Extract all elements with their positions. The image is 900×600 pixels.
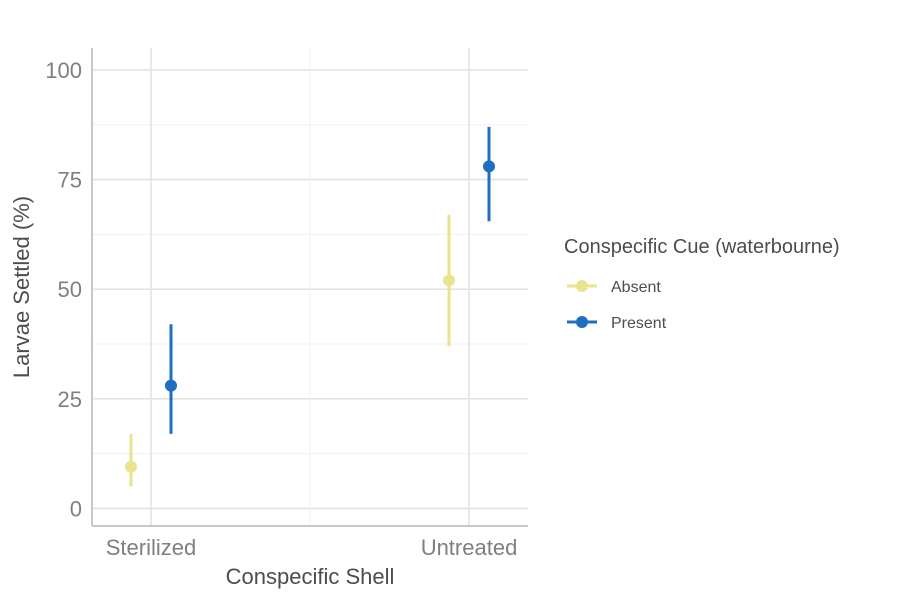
legend-label: Absent (611, 279, 661, 296)
legend: Conspecific Cue (waterbourne) Absent Pres… (564, 236, 840, 332)
legend-key-point (576, 316, 588, 328)
data-point (483, 160, 495, 173)
y-axis-title: Larvae Settled (%) (9, 196, 34, 378)
y-tick-label: 75 (58, 168, 82, 193)
x-axis-title: Conspecific Shell (226, 564, 395, 589)
y-tick-label: 25 (58, 387, 82, 412)
legend-key-point (576, 280, 588, 292)
grid (92, 48, 528, 526)
y-tick-label: 100 (45, 58, 82, 83)
x-tick-label: Untreated (421, 535, 518, 560)
tick-labels: 0 25 50 75 100 Sterilized Untreated (45, 58, 517, 560)
data-point (443, 274, 455, 287)
axes (91, 48, 528, 527)
y-tick-label: 0 (70, 496, 82, 521)
data-marks (125, 126, 495, 487)
data-point (165, 379, 177, 392)
data-point (125, 460, 137, 473)
x-tick-label: Sterilized (106, 535, 196, 560)
y-tick-label: 50 (58, 277, 82, 302)
legend-title: Conspecific Cue (waterbourne) (564, 236, 840, 258)
legend-label: Present (611, 315, 667, 332)
